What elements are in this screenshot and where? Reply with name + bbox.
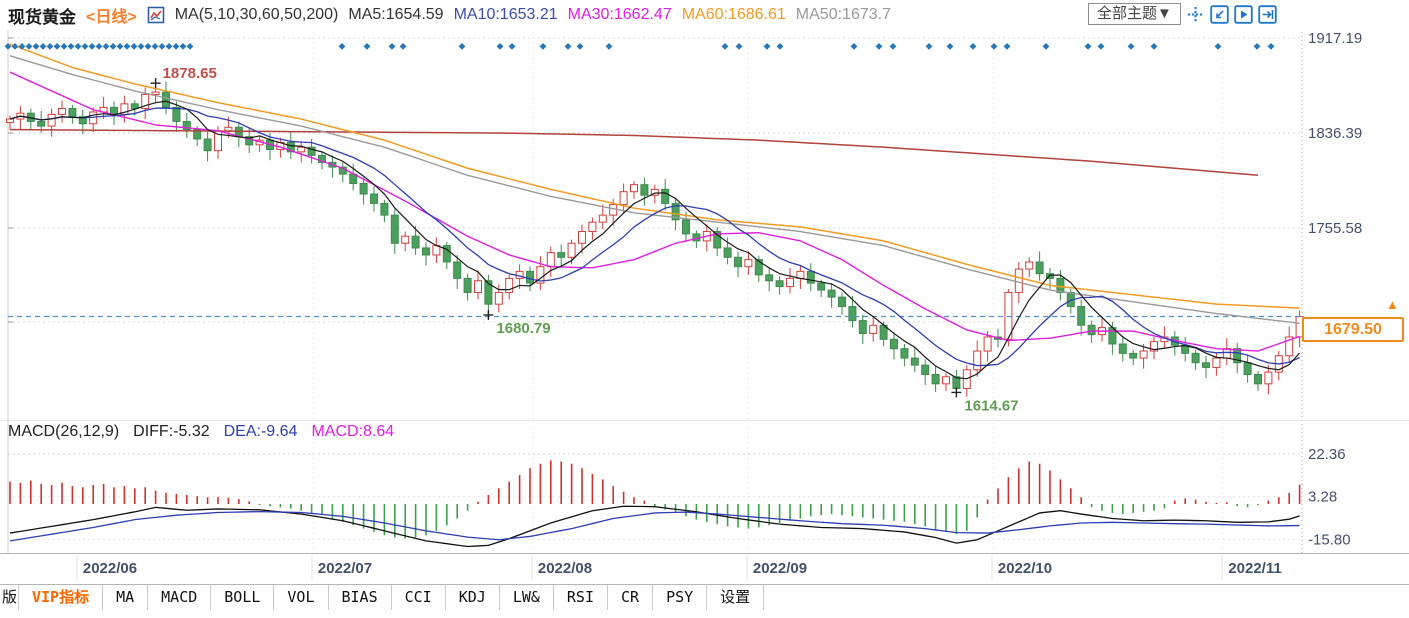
svg-text:2022/07: 2022/07	[318, 560, 372, 577]
tab-settings[interactable]: 设置	[707, 585, 765, 611]
shift-right-icon[interactable]	[1258, 4, 1277, 24]
svg-text:2022/11: 2022/11	[1228, 560, 1281, 577]
tab-ma[interactable]: MA	[103, 585, 149, 611]
tab-psy[interactable]: PSY	[653, 585, 708, 611]
pan-move-icon[interactable]	[1186, 5, 1205, 24]
chart-controls: 全部主题▼	[1088, 3, 1277, 25]
macd-params[interactable]: MACD(26,12,9)	[8, 423, 120, 440]
tab-bias[interactable]: BIAS	[329, 585, 392, 611]
tab-cr[interactable]: CR	[608, 585, 654, 611]
svg-text:2022/08: 2022/08	[538, 560, 592, 577]
ma50-value: MA50:1673.7	[795, 6, 891, 23]
svg-text:22.36: 22.36	[1308, 446, 1346, 463]
zoom-reset-icon[interactable]	[1210, 4, 1229, 24]
svg-text:2022/09: 2022/09	[753, 560, 807, 577]
tab-rsi[interactable]: RSI	[554, 585, 608, 611]
svg-text:1836.39: 1836.39	[1308, 125, 1362, 142]
macd-header: MACD(26,12,9) DIFF:-5.32 DEA:-9.64 MACD:…	[8, 423, 394, 441]
ma-settings-label[interactable]: MA(5,10,30,60,50,200)	[174, 6, 339, 23]
tab-vip-indicators[interactable]: VIP指标	[19, 585, 104, 611]
svg-text:1878.65: 1878.65	[163, 65, 217, 82]
indicator-toolbar: 版 VIP指标 MA MACD BOLL VOL BIAS CCI KDJ LW…	[0, 584, 1409, 611]
svg-text:2022/06: 2022/06	[83, 560, 137, 577]
tab-partial[interactable]: 版	[0, 585, 19, 611]
play-forward-icon[interactable]	[1234, 4, 1253, 24]
svg-text:-15.80: -15.80	[1308, 531, 1351, 548]
symbol-name: 现货黄金	[8, 7, 76, 27]
current-price-tag: 1679.50	[1302, 317, 1404, 342]
ma60-value: MA60:1686.61	[681, 6, 786, 23]
svg-text:1680.79: 1680.79	[496, 320, 550, 337]
tab-kdj[interactable]: KDJ	[446, 585, 500, 611]
svg-text:1755.58: 1755.58	[1308, 220, 1362, 237]
tab-cci[interactable]: CCI	[392, 585, 446, 611]
tab-vol[interactable]: VOL	[274, 585, 329, 611]
macd-macd-value: MACD:8.64	[311, 423, 395, 440]
macd-dea-value: DEA:-9.64	[223, 423, 298, 440]
tab-boll[interactable]: BOLL	[211, 585, 275, 611]
svg-text:3.28: 3.28	[1308, 489, 1337, 506]
ma5-value: MA5:1654.59	[348, 6, 444, 23]
svg-text:1614.67: 1614.67	[964, 397, 1018, 414]
ma10-value: MA10:1653.21	[453, 6, 558, 23]
chart-header: 现货黄金 <日线> MA(5,10,30,60,50,200) MA5:1654…	[8, 3, 891, 27]
price-up-arrow-icon: ▲	[1386, 297, 1399, 312]
period-label[interactable]: <日线>	[86, 9, 137, 26]
bottom-strip	[0, 610, 1409, 618]
kline-style-icon[interactable]	[147, 6, 165, 24]
svg-text:2022/10: 2022/10	[998, 560, 1052, 577]
tab-lwr[interactable]: LW&	[500, 585, 554, 611]
theme-dropdown[interactable]: 全部主题▼	[1088, 3, 1181, 25]
ma30-value: MA30:1662.47	[567, 6, 672, 23]
tab-macd[interactable]: MACD	[148, 585, 212, 611]
macd-diff-value: DIFF:-5.32	[133, 423, 210, 440]
svg-text:1917.19: 1917.19	[1308, 30, 1362, 47]
